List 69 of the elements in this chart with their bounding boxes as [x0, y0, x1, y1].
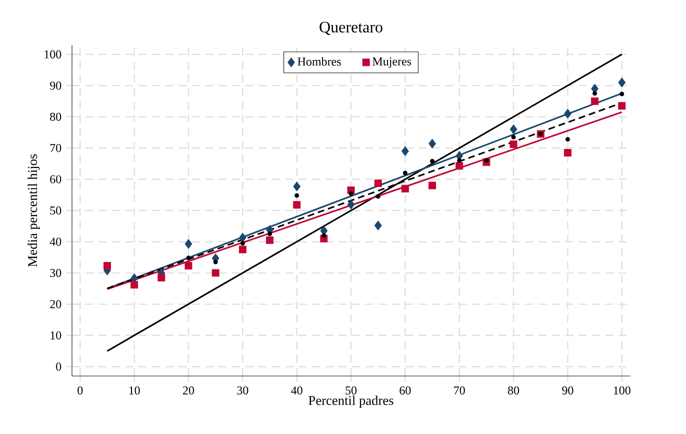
chart-title: Queretaro	[320, 22, 382, 35]
point	[267, 232, 272, 236]
y-tick-label: 60	[50, 175, 62, 184]
x-tick-label: 0	[78, 386, 83, 394]
y-tick-label: 0	[56, 362, 62, 371]
point	[240, 241, 245, 246]
y-tick-label: 20	[50, 300, 62, 308]
point	[565, 137, 570, 142]
point	[374, 180, 382, 188]
point	[511, 134, 516, 140]
point	[322, 233, 326, 238]
x-tick-label: 80	[508, 386, 520, 394]
point	[457, 158, 462, 163]
y-tick-label: 40	[50, 238, 62, 246]
x-tick-label: 60	[400, 386, 411, 394]
y-tick-label: 50	[50, 206, 62, 215]
x-tick-label: 100	[614, 386, 630, 394]
point	[238, 246, 246, 254]
point	[158, 274, 166, 282]
point	[294, 193, 300, 198]
point	[510, 140, 518, 148]
point	[376, 194, 380, 199]
point	[592, 91, 598, 96]
point	[213, 260, 218, 264]
point	[618, 102, 626, 110]
point	[430, 158, 435, 164]
point	[620, 92, 624, 96]
x-tick-label: 90	[562, 386, 574, 394]
y-tick-label: 80	[50, 112, 62, 121]
y-axis-title: Media percentil hijos	[28, 154, 40, 267]
point	[374, 220, 382, 230]
point	[564, 148, 572, 156]
x-tick-label: 20	[183, 386, 194, 394]
point	[401, 184, 409, 192]
point	[347, 200, 355, 210]
y-tick-label: 100	[44, 50, 62, 58]
point	[428, 182, 436, 190]
x-tick-label: 30	[237, 386, 248, 394]
x-tick-label: 50	[346, 386, 357, 394]
point	[293, 201, 301, 209]
point	[184, 262, 192, 270]
point	[186, 256, 191, 260]
y-tick-label: 90	[50, 82, 62, 90]
point	[510, 124, 518, 134]
x-tick-label: 10	[129, 386, 140, 394]
y-tick-label: 10	[50, 331, 62, 340]
point	[130, 281, 138, 289]
point	[184, 239, 192, 249]
point	[564, 108, 572, 118]
x-axis-title: Percentil padres	[308, 396, 394, 408]
y-tick-label: 70	[50, 144, 62, 152]
x-tick-label: 40	[291, 386, 302, 394]
point	[402, 170, 408, 176]
point	[103, 262, 111, 270]
point	[456, 162, 464, 170]
point	[591, 97, 599, 105]
legend-label: Hombres	[298, 57, 341, 66]
legend-label: Mujeres	[372, 57, 412, 68]
point	[266, 236, 274, 244]
point	[293, 182, 300, 192]
point	[428, 138, 436, 148]
point	[402, 146, 409, 156]
point	[212, 269, 220, 277]
point	[238, 232, 246, 242]
x-tick-label: 70	[454, 386, 465, 394]
point	[618, 78, 626, 88]
y-tick-label: 30	[50, 268, 62, 277]
point	[348, 191, 354, 196]
point	[484, 158, 489, 163]
